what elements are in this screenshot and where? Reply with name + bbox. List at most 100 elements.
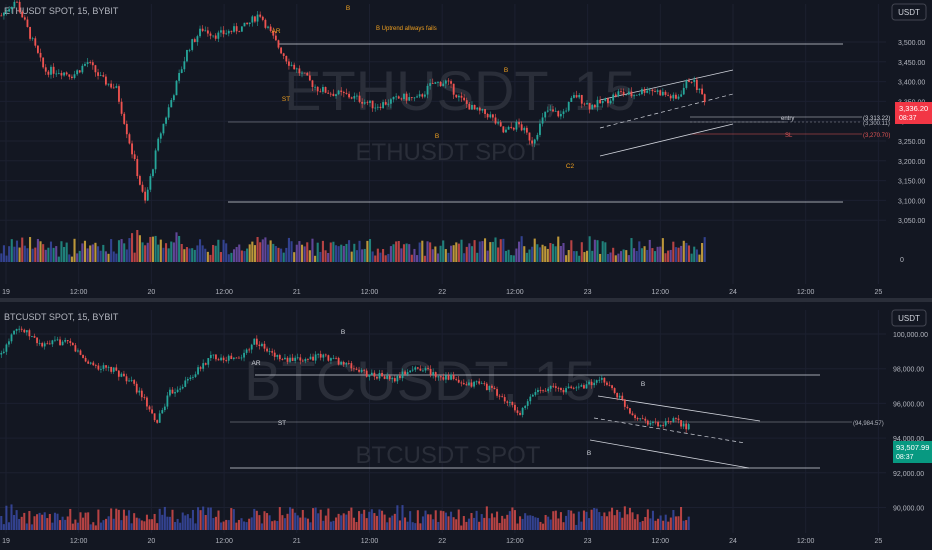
eth-volume-bar [110,239,113,262]
btc-x-tick-label: 24 [729,538,737,545]
eth-currency-button[interactable] [891,3,927,21]
eth-time-axis[interactable]: 19 12:00 20 12:00 21 12:00 22 12:00 23 12:00 24 12:… [2,289,882,296]
btc-symbol-title[interactable]: BTCUSDT SPOT, 15, BYBIT [4,312,119,322]
eth-candle-body [557,110,560,117]
eth-volume-bar [397,240,400,262]
btc-volume-bar [639,522,642,530]
eth-candle-body [374,107,377,109]
eth-volume-bar [146,242,149,262]
btc-annotation-ar: AR [251,360,260,367]
eth-candle-body [16,1,18,3]
btc-volume-bar [667,521,670,530]
btc-candle-body [442,377,445,380]
eth-candle-body [460,95,463,98]
eth-candle-body [102,75,105,77]
eth-volume-bar [151,236,155,262]
btc-candle-body [102,365,105,369]
eth-volume-bar [225,243,228,262]
eth-candle-body [55,73,58,75]
btc-volume-bar [450,511,453,530]
btc-candle-body [71,342,74,346]
btc-volume-bar [628,507,631,530]
btc-volume-bar [337,513,340,530]
eth-volume-bar [117,240,121,262]
btc-volume-bar [66,516,69,530]
eth-candle-body [5,11,8,13]
btc-volume-bar [289,507,292,530]
btc-volume-bar [135,517,138,530]
btc-candle-body [498,395,501,397]
btc-price-axis[interactable]: 100,000.00 98,000.00 96,000.00 94,000.00 92,… [893,332,928,513]
eth-candle-body [282,53,285,56]
btc-channel-lower[interactable] [589,439,750,469]
btc-time-axis[interactable]: 19 12:00 20 12:00 21 12:00 22 12:00 23 12:00 24 12:… [2,538,882,545]
btc-volume-bar [276,520,279,530]
eth-candle-body [293,64,296,70]
eth-channel-upper[interactable] [599,69,734,101]
eth-candle-body [520,124,523,131]
eth-candle-body [491,114,494,118]
btc-volume-bar [565,515,568,530]
eth-volume-bar [73,238,76,262]
eth-volume-bar [444,249,447,262]
btc-volume-bar [618,511,621,530]
btc-candle-body [378,372,381,379]
eth-candle-body [42,57,45,68]
btc-candle-body [255,338,258,345]
btc-x-tick-label: 25 [875,538,883,545]
eth-channel-mid[interactable] [599,93,734,129]
btc-volume-bar [424,510,427,530]
btc-candle-body [393,378,396,382]
eth-volume-bar [314,255,317,262]
eth-candle-body [65,72,68,75]
eth-candle-body [528,132,531,141]
eth-volume-bar [185,247,189,262]
btc-x-tick-label: 19 [2,538,10,545]
eth-volume-bar [504,250,508,262]
btc-candle-body [422,370,424,372]
eth-volume-bar [353,243,356,262]
btc-candle-body [220,357,222,361]
eth-candle-body [562,111,565,114]
eth-candle-body [50,66,52,75]
eth-candle-body [489,114,492,118]
btc-candle-body [460,382,463,384]
eth-candle-body [154,150,157,170]
eth-candle-body [337,90,340,95]
eth-volume-bar [361,249,364,262]
eth-y-tick-label: 3,500.00 [898,40,925,47]
btc-candle-body [457,379,460,383]
eth-candle-body [635,94,638,96]
eth-volume-bar [219,252,222,262]
eth-pane[interactable]: ETHUSDT, 15 ETHUSDT SPOT ETHUSDT SPOT, 1… [0,0,932,296]
eth-candle-body [596,99,599,108]
eth-candle-body [593,104,596,108]
btc-volume-bar [319,509,322,530]
btc-volume-bar [161,514,164,530]
btc-candle-body [623,399,626,407]
eth-candle-body [476,107,479,110]
btc-volume-bar [427,514,430,530]
btc-volume-bar [120,520,123,530]
btc-volume-bar [396,505,399,530]
btc-channel-mid[interactable] [593,417,746,444]
btc-candle-body [657,422,659,427]
eth-candle-body [301,72,303,74]
btc-volume-bar [608,511,611,530]
btc-pane[interactable]: BTCUSDT, 15 BTCUSDT SPOT BTCUSDT SPOT, 1… [0,309,932,545]
eth-volume-bar [669,249,672,262]
eth-candle-body [146,189,149,201]
eth-volume-bar [585,250,589,262]
eth-symbol-title[interactable]: ETHUSDT SPOT, 15, BYBIT [4,6,119,16]
eth-volume-bar [324,250,327,262]
eth-volume-bar [533,238,536,262]
btc-candle-body [636,418,639,420]
eth-channel-lower[interactable] [599,123,734,157]
eth-volume-bar [298,241,301,262]
eth-candle-body [672,94,675,99]
eth-candle-body [246,22,249,25]
eth-volume-bar [468,243,471,262]
btc-candle-body [606,382,608,385]
eth-candle-body [131,143,133,155]
btc-currency-button[interactable] [891,309,927,327]
